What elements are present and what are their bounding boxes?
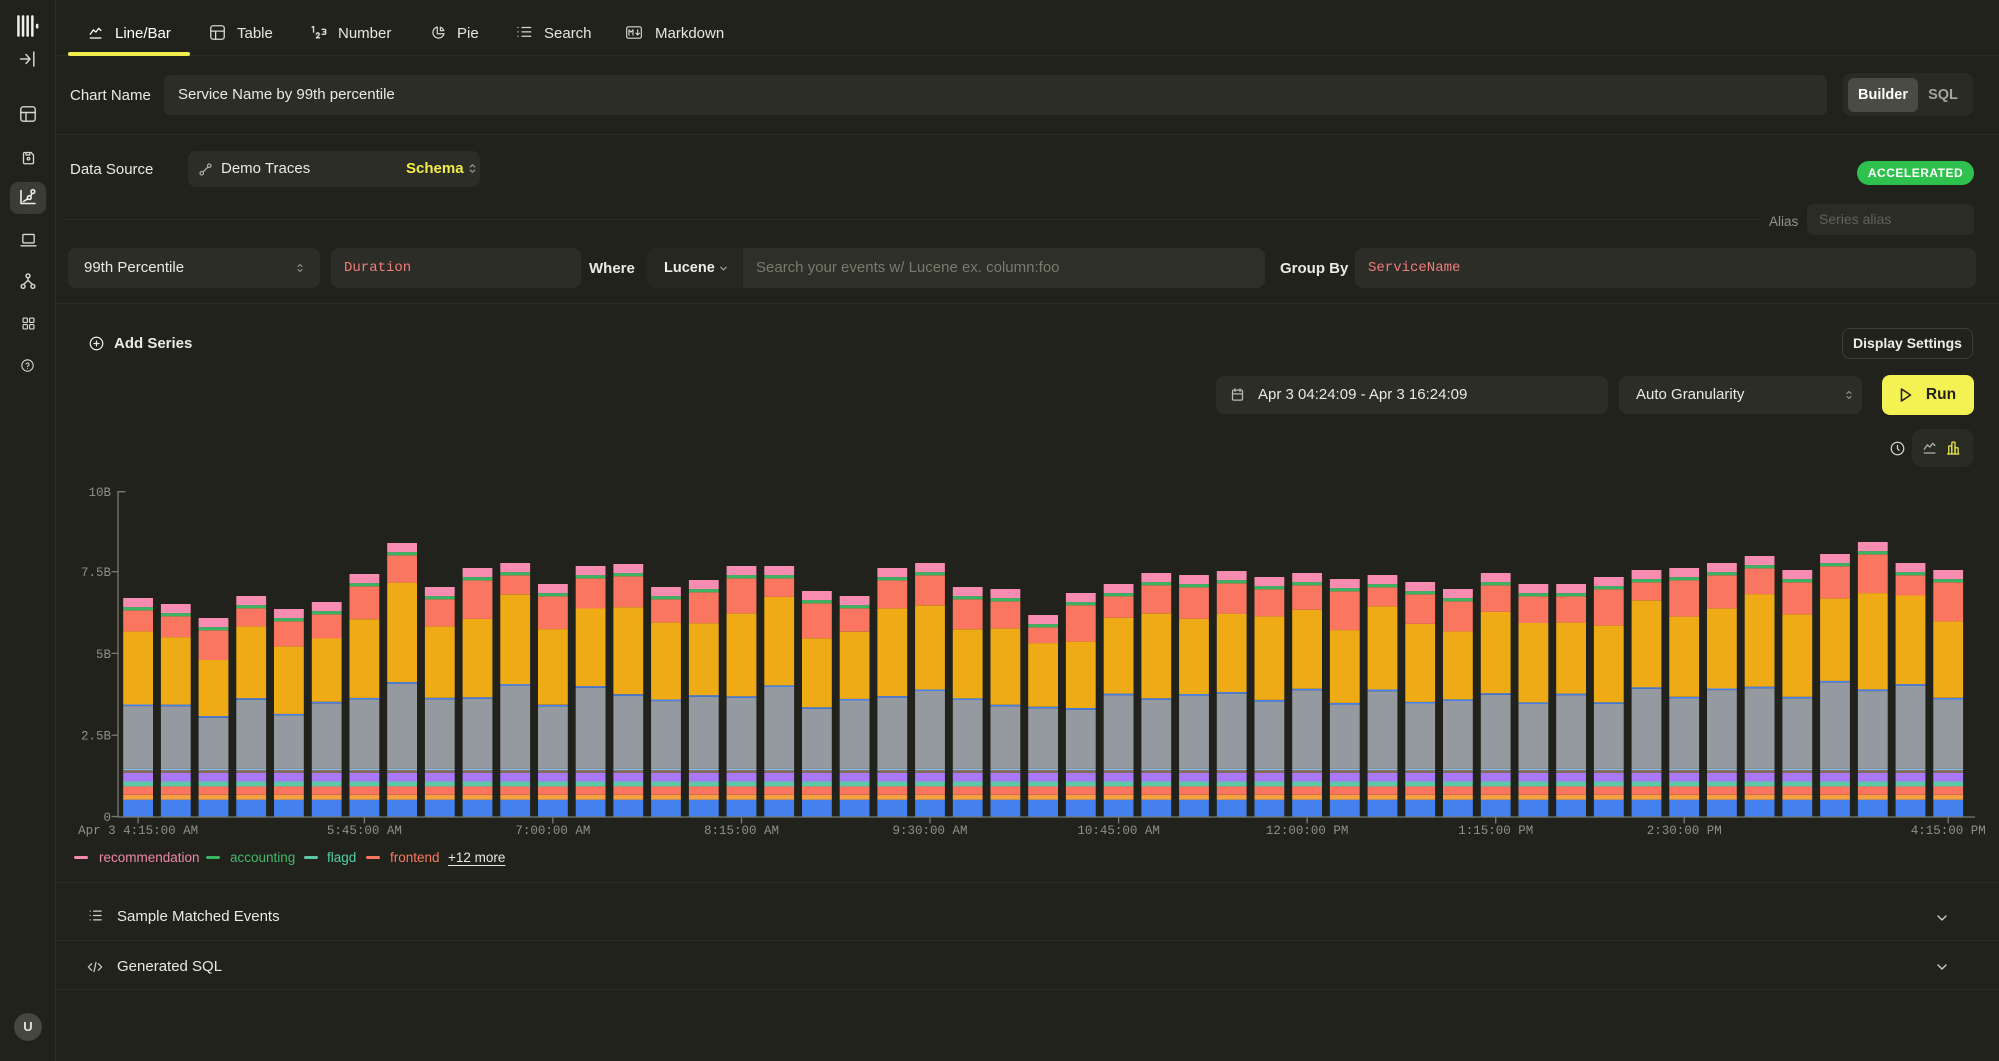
svg-text:2:30:00 PM: 2:30:00 PM bbox=[1647, 824, 1722, 838]
svg-text:1:15:00 PM: 1:15:00 PM bbox=[1458, 824, 1533, 838]
svg-text:5B: 5B bbox=[96, 648, 112, 662]
svg-text:0: 0 bbox=[103, 811, 111, 825]
svg-text:7:00:00 AM: 7:00:00 AM bbox=[515, 824, 590, 838]
svg-text:4:15:00 PM: 4:15:00 PM bbox=[1911, 824, 1986, 838]
svg-text:12:00:00 PM: 12:00:00 PM bbox=[1266, 824, 1349, 838]
svg-text:8:15:00 AM: 8:15:00 AM bbox=[704, 824, 779, 838]
svg-text:10:45:00 AM: 10:45:00 AM bbox=[1077, 824, 1160, 838]
svg-text:5:45:00 AM: 5:45:00 AM bbox=[327, 824, 402, 838]
svg-text:10B: 10B bbox=[88, 486, 111, 500]
svg-text:9:30:00 AM: 9:30:00 AM bbox=[892, 824, 967, 838]
svg-text:Apr 3 4:15:00 AM: Apr 3 4:15:00 AM bbox=[78, 824, 198, 838]
svg-text:2.5B: 2.5B bbox=[81, 730, 112, 744]
svg-text:7.5B: 7.5B bbox=[81, 566, 112, 580]
